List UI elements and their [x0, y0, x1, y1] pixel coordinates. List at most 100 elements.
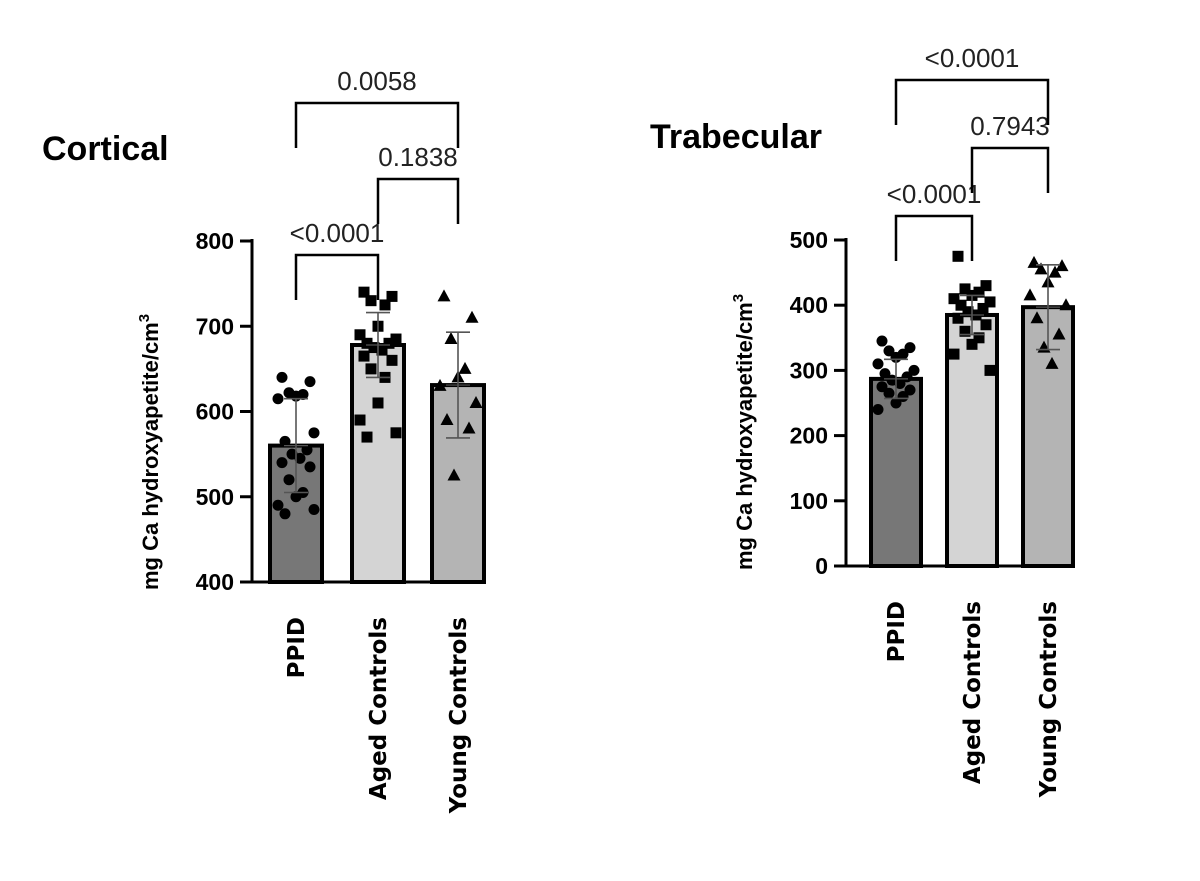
data-point — [469, 395, 483, 408]
data-point — [1034, 262, 1048, 275]
cortical-tick-labels: 400 500 600 700 800 PPID Aged Controls Young Co… — [196, 228, 472, 814]
data-point — [458, 361, 472, 374]
p-value-label: <0.0001 — [290, 218, 385, 248]
data-point — [386, 354, 398, 366]
error-bar — [1036, 263, 1060, 351]
data-point — [358, 350, 370, 362]
data-point — [365, 363, 377, 375]
data-point — [948, 293, 960, 305]
data-point — [390, 333, 402, 345]
data-point — [883, 345, 895, 357]
data-point — [372, 397, 384, 409]
data-point — [272, 499, 284, 511]
data-point — [1045, 356, 1059, 369]
data-point — [984, 296, 996, 308]
significance-bracket — [294, 101, 460, 148]
cortical-bars — [268, 343, 486, 585]
data-point — [973, 332, 985, 344]
error-bar — [446, 331, 470, 439]
data-point — [1059, 298, 1073, 311]
data-point — [358, 286, 370, 298]
data-point — [890, 397, 902, 409]
significance-bracket — [894, 78, 1050, 125]
error-bar — [284, 397, 308, 494]
data-point — [354, 329, 366, 341]
bar-aged-controls — [350, 343, 406, 584]
data-point — [304, 376, 316, 388]
y-tick-label: 400 — [196, 569, 234, 595]
y-tick-label: 700 — [196, 313, 234, 339]
data-point — [904, 384, 916, 396]
data-point — [283, 474, 295, 486]
data-point — [1052, 327, 1066, 340]
y-tick-label: 200 — [790, 423, 828, 449]
data-point — [368, 342, 380, 354]
trabecular-significance-brackets: <0.0001 0.7943 <0.0001 — [887, 43, 1050, 261]
data-point — [980, 280, 992, 292]
trabecular-error-bars — [884, 263, 1060, 400]
data-point — [379, 299, 391, 311]
data-point — [948, 348, 960, 360]
cortical-title: Cortical — [42, 130, 169, 168]
y-tick-label: 500 — [196, 484, 234, 510]
cortical-error-bars — [284, 311, 470, 494]
data-point — [433, 378, 447, 391]
data-point — [365, 295, 377, 307]
x-tick-label-ppid: PPID — [884, 601, 910, 662]
data-point — [437, 289, 451, 302]
data-point — [1055, 259, 1069, 272]
data-point — [959, 325, 971, 337]
trabecular-title: Trabecular — [650, 118, 822, 156]
data-point — [386, 290, 398, 302]
data-point — [276, 371, 288, 383]
data-point — [1023, 288, 1037, 301]
data-point — [376, 344, 388, 356]
error-bar — [884, 358, 908, 400]
data-point — [465, 310, 479, 323]
data-point — [308, 427, 320, 439]
p-value-label: 0.1838 — [378, 142, 458, 172]
significance-bracket — [970, 146, 1050, 193]
p-value-label: <0.0001 — [887, 179, 982, 209]
data-point — [447, 468, 461, 481]
data-point — [440, 413, 454, 426]
y-tick-label: 300 — [790, 357, 828, 383]
data-point — [279, 508, 291, 520]
data-point — [962, 306, 974, 318]
data-point — [977, 302, 989, 314]
data-point — [955, 299, 967, 311]
data-point — [872, 358, 884, 370]
data-point — [444, 332, 458, 345]
data-point — [1030, 311, 1044, 324]
data-point — [1048, 265, 1062, 278]
data-point — [872, 404, 884, 416]
data-point — [966, 338, 978, 350]
data-point — [879, 368, 891, 380]
data-point — [959, 283, 971, 295]
data-point — [462, 421, 476, 434]
data-point — [304, 461, 316, 473]
data-point — [390, 427, 402, 439]
y-tick-label: 600 — [196, 399, 234, 425]
trabecular-tick-labels: 0 100 200 300 400 500 PPID Aged Controls Young C… — [790, 227, 1062, 798]
data-point — [901, 371, 913, 383]
data-point — [308, 504, 320, 516]
data-point — [290, 491, 302, 503]
data-point — [361, 337, 373, 349]
data-point — [876, 335, 888, 347]
y-tick-label: 500 — [790, 227, 828, 253]
data-point — [876, 381, 888, 393]
data-point — [294, 452, 306, 464]
data-point — [276, 457, 288, 469]
x-tick-label-young-controls: Young Controls — [1036, 601, 1062, 798]
p-value-label: <0.0001 — [925, 43, 1020, 73]
data-point — [301, 444, 313, 456]
cortical-significance-brackets: <0.0001 0.1838 0.0058 — [290, 66, 460, 300]
x-tick-label-aged-controls: Aged Controls — [366, 617, 392, 800]
data-point — [894, 377, 906, 389]
data-point — [354, 414, 366, 426]
data-point — [361, 431, 373, 443]
y-tick-label: 0 — [815, 553, 828, 579]
trabecular-panel: Trabecular mg Ca hydroxyapetite/cm3 0 100… — [650, 43, 1075, 798]
